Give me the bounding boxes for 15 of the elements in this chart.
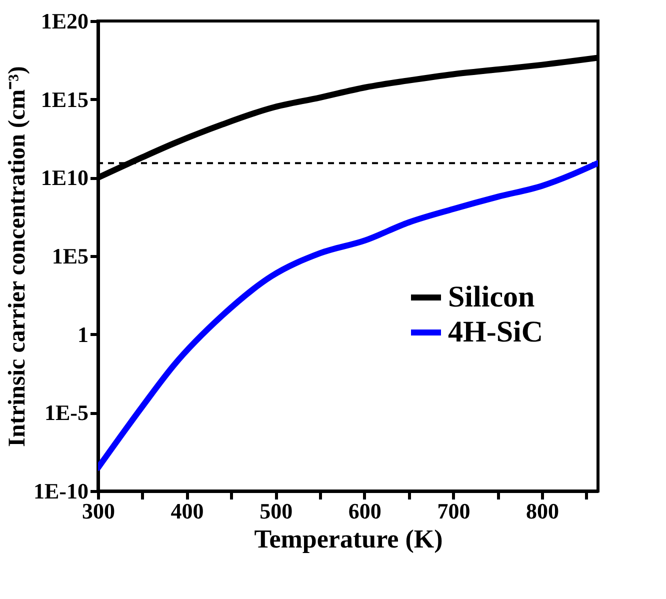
- y-tick-label: 1: [78, 322, 88, 347]
- x-tick-label: 700: [437, 498, 470, 524]
- x-tick-label: 400: [170, 498, 204, 524]
- y-tick-label: 1E20: [40, 8, 88, 34]
- y-tick-label: 1E10: [40, 165, 88, 190]
- y-axis-title: Intrinsic carrier concentration (cm⁻³): [4, 66, 30, 447]
- y-tick-label: 1E15: [40, 86, 88, 112]
- x-tick-label: 500: [260, 498, 293, 524]
- x-axis-title: Temperature (K): [254, 524, 443, 554]
- y-tick-label: 1E5: [52, 244, 88, 268]
- legend-label: 4H-SiC: [448, 316, 544, 348]
- x-tick-label: 600: [348, 498, 382, 524]
- x-tick-label: 800: [526, 498, 560, 524]
- legend-label: Silicon: [448, 280, 536, 314]
- y-tick-label: 1E-5: [44, 400, 88, 426]
